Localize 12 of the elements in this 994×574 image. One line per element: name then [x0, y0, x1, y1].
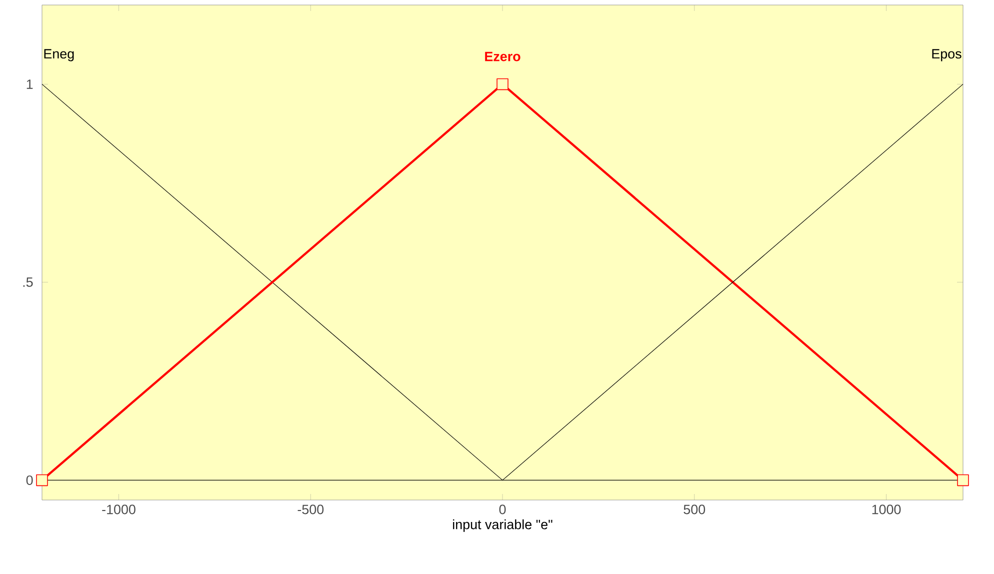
- x-tick-label: 500: [684, 504, 706, 514]
- x-axis-title: input variable "e": [453, 519, 552, 532]
- x-tick-label: -500: [298, 504, 324, 514]
- y-tick-label: .5: [23, 278, 33, 287]
- series-label: Eneg: [44, 49, 74, 62]
- y-tick-label: 0: [26, 475, 33, 485]
- x-tick-label: -1000: [102, 504, 136, 514]
- series-label: Epos: [932, 49, 962, 62]
- x-tick-label: 1000: [872, 504, 901, 514]
- x-tick-label: 0: [499, 504, 506, 514]
- series-label: Ezero: [485, 52, 520, 62]
- y-tick-label: 1: [26, 80, 33, 89]
